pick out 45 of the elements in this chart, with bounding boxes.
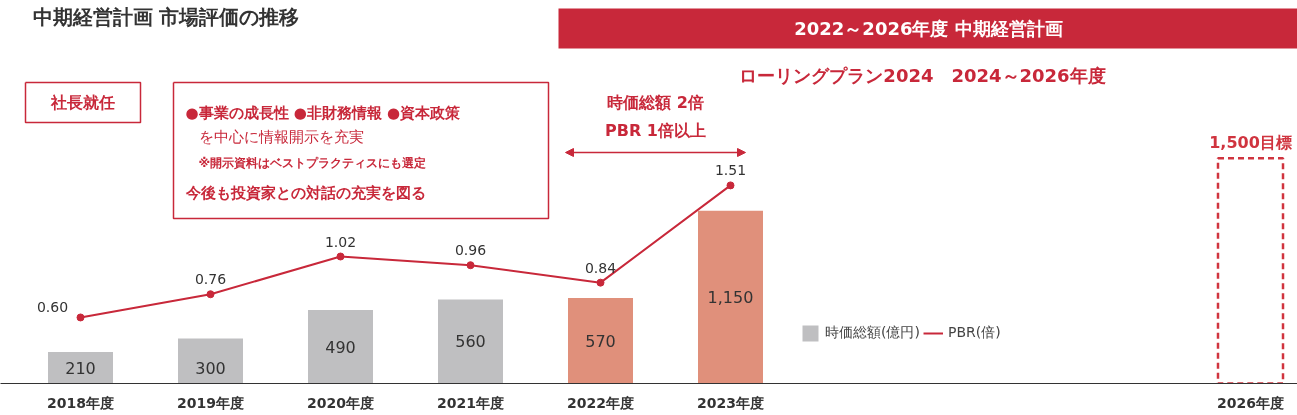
point [726, 181, 735, 190]
x-tick-label: 2026年度 [1217, 394, 1284, 411]
data-label: 0.76 [194, 271, 227, 288]
text: 社長就任 [49, 93, 115, 112]
data-label: 210 [65, 358, 96, 378]
data-label: 0.60 [36, 299, 69, 316]
bar [178, 338, 243, 384]
data-label: 570 [585, 331, 616, 351]
text: 2022～2026年度 中期経営計画 [794, 18, 1063, 39]
bar [48, 351, 113, 384]
data-label: 1,150 [707, 288, 754, 308]
point [596, 278, 605, 287]
text: PBR 1倍以上 [605, 121, 706, 140]
bar [308, 309, 373, 384]
bar [568, 297, 633, 384]
bar [698, 210, 763, 384]
data-label: 1.51 [714, 162, 747, 179]
x-tick-label: 2019年度 [177, 394, 244, 411]
x-tick-label: 2023年度 [697, 394, 764, 411]
text: ●事業の成長性 ●非財務情報 ●資本政策 [185, 103, 462, 122]
bar [438, 299, 503, 384]
annotation: 今後も投資家との対話の充実を図る [184, 183, 426, 202]
data-label: 0.84 [584, 259, 617, 276]
data-label: 490 [325, 337, 356, 357]
text: 時価総額 2倍 [607, 93, 704, 112]
legend-label: 時価総額(億円) [825, 324, 920, 342]
text: ローリングプラン2024 2024～2026年度 [739, 65, 1106, 86]
point [76, 313, 85, 322]
x-tick-label: 2020年度 [307, 394, 374, 411]
data-label: 0.96 [454, 242, 487, 259]
x-tick-label: 2021年度 [437, 394, 504, 411]
data-label: 560 [455, 332, 486, 352]
data-label: 300 [195, 358, 226, 378]
annotation: ※開示資料はベストプラクティスにも選定 [198, 155, 427, 170]
x-tick-label: 2018年度 [47, 394, 114, 411]
chart-title: 中期経営計画 市場評価の推移 [32, 4, 300, 29]
x-tick-label: 2022年度 [567, 394, 634, 411]
data-label: 1,500目標 [1209, 133, 1292, 153]
bar [1216, 156, 1285, 384]
data-label: 1.02 [324, 233, 357, 250]
point [206, 290, 215, 299]
text: を中心に情報開示を充実 [198, 127, 364, 146]
point [336, 252, 345, 261]
legend-label: PBR(倍) [947, 324, 1001, 342]
point [466, 261, 475, 270]
